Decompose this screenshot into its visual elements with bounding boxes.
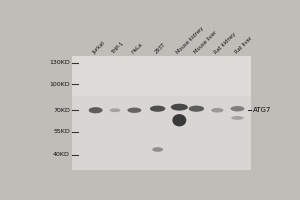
Text: 55KD: 55KD xyxy=(53,129,70,134)
Text: Mouse kidney: Mouse kidney xyxy=(176,26,205,55)
Ellipse shape xyxy=(110,108,120,112)
Ellipse shape xyxy=(150,106,165,112)
Ellipse shape xyxy=(230,106,244,111)
Text: Rat liver: Rat liver xyxy=(234,36,253,55)
Text: THP-1: THP-1 xyxy=(112,40,126,55)
Bar xyxy=(72,56,250,170)
Ellipse shape xyxy=(211,108,224,113)
Ellipse shape xyxy=(171,104,188,111)
Text: 130KD: 130KD xyxy=(49,60,70,65)
Text: Rat kidney: Rat kidney xyxy=(214,31,237,55)
Ellipse shape xyxy=(189,106,204,112)
Text: 70KD: 70KD xyxy=(53,108,70,113)
Ellipse shape xyxy=(172,114,186,126)
Ellipse shape xyxy=(128,108,141,113)
Text: Mouse liver: Mouse liver xyxy=(193,30,218,55)
Text: 293T: 293T xyxy=(154,42,167,55)
Ellipse shape xyxy=(152,147,163,152)
Bar xyxy=(72,56,250,96)
Text: ATG7: ATG7 xyxy=(253,107,271,113)
Text: 40KD: 40KD xyxy=(53,152,70,157)
Text: Jurkat: Jurkat xyxy=(92,40,106,55)
Ellipse shape xyxy=(89,107,103,113)
Text: HeLa: HeLa xyxy=(131,42,144,55)
Ellipse shape xyxy=(231,116,244,120)
Text: 100KD: 100KD xyxy=(50,82,70,87)
